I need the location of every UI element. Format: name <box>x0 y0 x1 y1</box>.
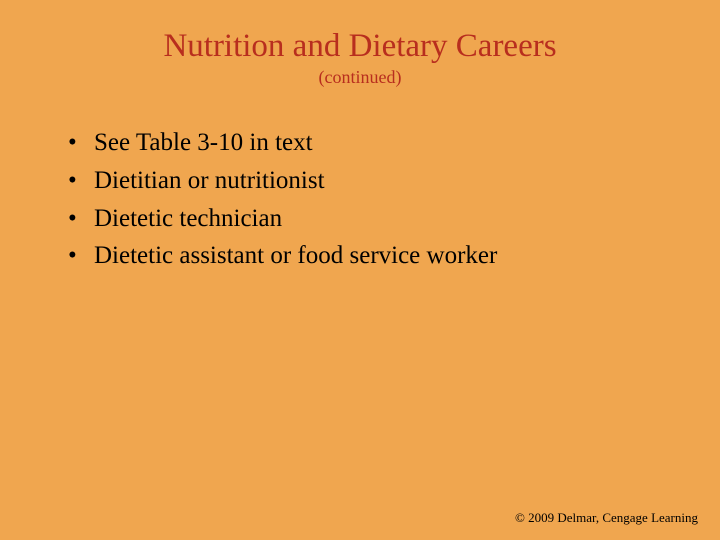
bullet-text: Dietitian or nutritionist <box>94 167 325 194</box>
copyright-footer: © 2009 Delmar, Cengage Learning <box>515 510 698 526</box>
bullet-text: Dietetic technician <box>94 205 282 232</box>
list-item: • Dietetic technician <box>68 202 670 236</box>
bullet-icon: • <box>68 164 77 198</box>
list-item: • Dietetic assistant or food service wor… <box>68 239 670 273</box>
bullet-text: See Table 3-10 in text <box>94 129 313 156</box>
bullet-list: • See Table 3-10 in text • Dietitian or … <box>50 126 670 273</box>
slide-container: Nutrition and Dietary Careers (continued… <box>0 0 720 540</box>
slide-subtitle: (continued) <box>50 67 670 88</box>
slide-title: Nutrition and Dietary Careers <box>50 28 670 65</box>
list-item: • See Table 3-10 in text <box>68 126 670 160</box>
bullet-icon: • <box>68 239 77 273</box>
list-item: • Dietitian or nutritionist <box>68 164 670 198</box>
bullet-icon: • <box>68 202 77 236</box>
bullet-text: Dietetic assistant or food service worke… <box>94 242 497 269</box>
bullet-icon: • <box>68 126 77 160</box>
